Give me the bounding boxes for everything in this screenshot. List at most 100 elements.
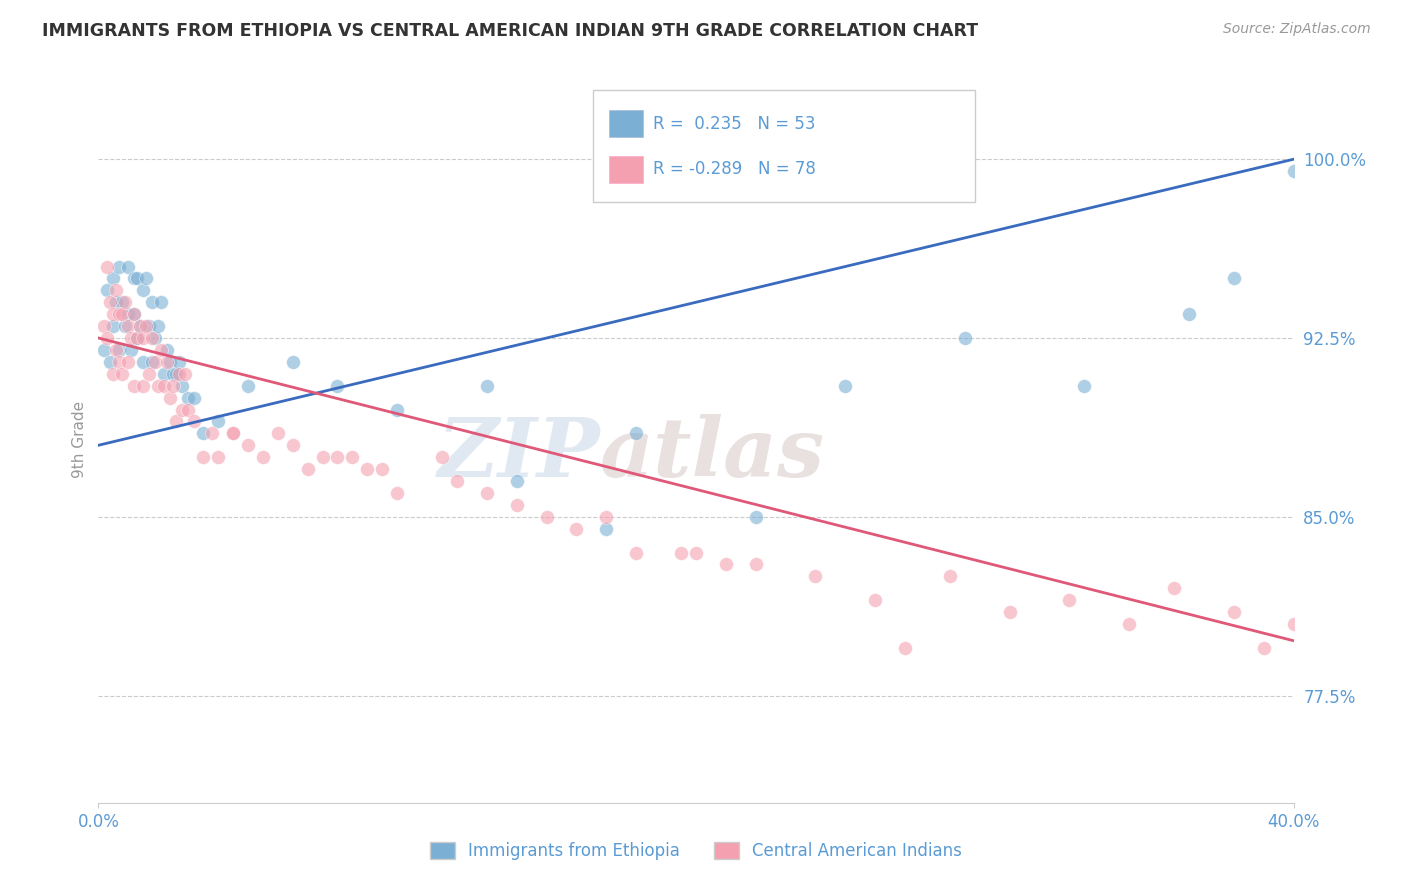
Text: Source: ZipAtlas.com: Source: ZipAtlas.com: [1223, 22, 1371, 37]
Point: [998, 605, 1021, 619]
Legend: Immigrants from Ethiopia, Central American Indians: Immigrants from Ethiopia, Central Americ…: [423, 836, 969, 867]
Point: [894, 640, 917, 655]
Point: [111, 307, 134, 321]
Point: [1223, 605, 1246, 619]
Point: [138, 367, 160, 381]
Text: R = -0.289   N = 78: R = -0.289 N = 78: [652, 161, 815, 178]
Point: [124, 307, 146, 321]
Point: [148, 378, 170, 392]
Point: [98, 295, 122, 310]
Point: [1253, 640, 1275, 655]
Point: [159, 355, 181, 369]
Point: [111, 367, 134, 381]
Point: [1282, 617, 1305, 632]
Point: [685, 545, 707, 559]
Point: [108, 355, 131, 369]
Point: [120, 343, 142, 357]
Point: [114, 319, 136, 334]
Point: [132, 355, 155, 369]
Point: [342, 450, 364, 465]
Point: [117, 355, 139, 369]
Point: [475, 486, 498, 500]
Point: [804, 569, 827, 583]
Point: [124, 307, 146, 321]
Point: [162, 378, 184, 392]
Point: [430, 450, 453, 465]
Point: [132, 283, 155, 297]
Point: [132, 331, 155, 345]
Point: [1163, 582, 1185, 596]
Point: [108, 260, 131, 274]
Point: [165, 367, 187, 381]
Point: [162, 367, 184, 381]
Point: [252, 450, 274, 465]
Point: [150, 343, 173, 357]
Point: [159, 391, 181, 405]
Point: [132, 378, 155, 392]
Point: [135, 319, 157, 334]
Text: atlas: atlas: [600, 414, 825, 494]
Point: [105, 283, 128, 297]
Point: [939, 569, 962, 583]
Point: [626, 545, 648, 559]
Point: [117, 307, 139, 321]
Point: [267, 426, 290, 441]
Point: [141, 331, 163, 345]
Point: [1118, 617, 1140, 632]
Point: [117, 319, 139, 334]
Point: [565, 522, 588, 536]
Point: [311, 450, 333, 465]
Point: [834, 378, 856, 392]
Point: [143, 355, 166, 369]
Point: [98, 355, 122, 369]
Y-axis label: 9th Grade: 9th Grade: [72, 401, 87, 478]
Point: [103, 367, 125, 381]
Point: [108, 307, 131, 321]
Text: R =  0.235   N = 53: R = 0.235 N = 53: [652, 115, 815, 133]
Point: [167, 355, 190, 369]
Point: [326, 378, 349, 392]
Point: [165, 414, 187, 428]
Point: [356, 462, 378, 476]
Point: [114, 295, 136, 310]
Point: [536, 509, 558, 524]
Point: [191, 450, 214, 465]
Point: [1282, 164, 1305, 178]
Point: [129, 319, 152, 334]
Point: [865, 593, 887, 607]
Point: [183, 414, 205, 428]
Point: [127, 271, 149, 285]
Point: [669, 545, 692, 559]
Point: [385, 402, 409, 417]
Point: [127, 331, 149, 345]
Point: [153, 367, 176, 381]
Point: [124, 271, 146, 285]
Point: [177, 391, 200, 405]
Point: [143, 331, 166, 345]
Point: [281, 355, 304, 369]
Point: [326, 450, 349, 465]
Point: [506, 474, 529, 488]
Point: [138, 319, 160, 334]
Point: [117, 260, 139, 274]
Point: [153, 378, 176, 392]
Point: [207, 450, 229, 465]
Point: [120, 331, 142, 345]
Point: [96, 260, 118, 274]
Text: ZIP: ZIP: [437, 414, 600, 494]
Point: [127, 331, 149, 345]
Point: [446, 474, 468, 488]
Point: [93, 343, 115, 357]
Point: [745, 509, 768, 524]
Point: [1059, 593, 1081, 607]
Point: [595, 509, 617, 524]
Point: [191, 426, 214, 441]
Point: [96, 283, 118, 297]
Point: [141, 295, 163, 310]
Point: [172, 378, 194, 392]
Point: [135, 271, 157, 285]
Point: [111, 295, 134, 310]
Point: [177, 402, 200, 417]
Point: [281, 438, 304, 452]
Point: [103, 319, 125, 334]
